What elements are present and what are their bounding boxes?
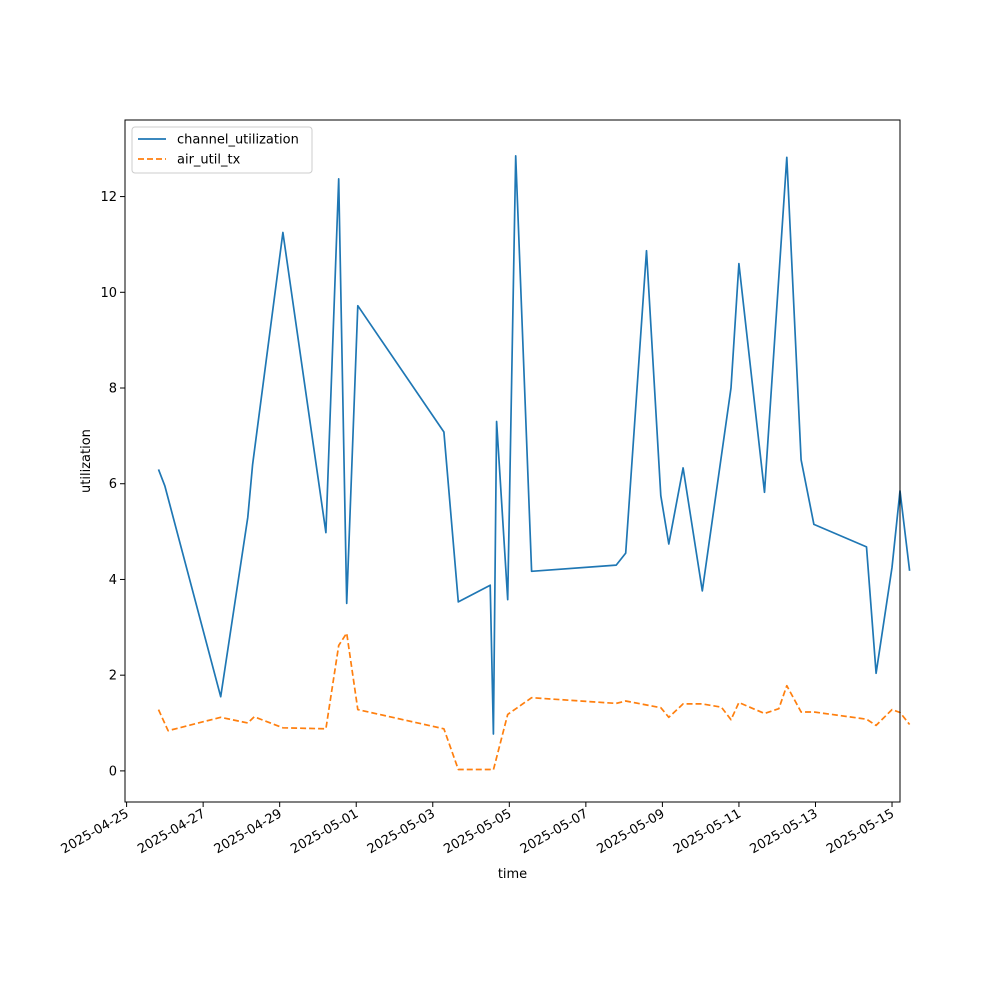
y-tick-label: 4 [109,573,117,588]
y-tick-label: 8 [109,382,117,397]
plot-area [157,155,911,771]
legend-box [131,126,313,174]
y-tick-label: 0 [109,764,117,779]
x-axis-label: time [498,867,527,882]
y-tick-label: 6 [109,477,117,492]
series-line-channel-utilization [157,155,911,735]
y-tick-label: 10 [100,286,117,301]
legend-label-air-util-tx: air_util_tx [177,153,241,168]
y-axis-label: utilization [79,429,94,493]
y-tick-label: 2 [109,669,117,684]
legend: channel_utilization air_util_tx [131,126,313,174]
legend-label-channel-utilization: channel_utilization [177,133,299,148]
axes-frame [124,119,901,803]
y-tick-label: 12 [100,190,117,205]
series-line-air-util-tx [157,632,911,771]
